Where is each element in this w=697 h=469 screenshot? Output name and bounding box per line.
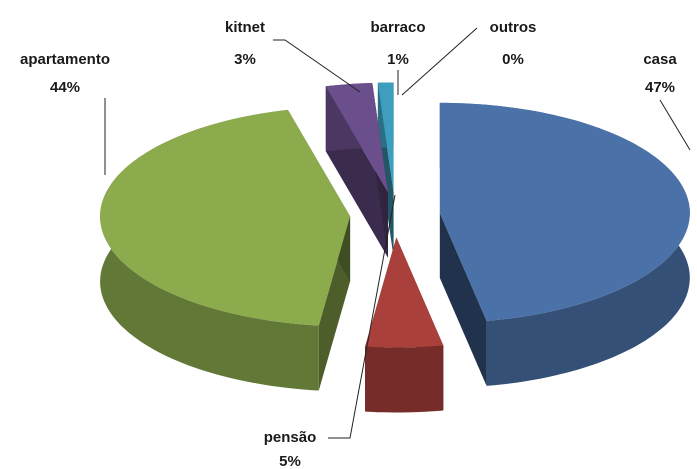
category-label: apartamento — [20, 51, 110, 68]
leader-line — [659, 99, 691, 151]
category-label: kitnet — [225, 19, 265, 36]
slice-top — [100, 109, 351, 326]
leader-line — [401, 27, 478, 96]
slice-top — [377, 82, 394, 193]
value-label: 47% — [645, 79, 675, 96]
leader-line — [273, 39, 361, 93]
slice — [100, 109, 351, 391]
slice-top — [439, 102, 690, 321]
slice — [365, 237, 444, 413]
category-label: casa — [643, 51, 677, 68]
value-label: 0% — [502, 51, 524, 68]
category-label: barraco — [370, 19, 425, 36]
leader-line — [328, 194, 396, 439]
value-label: 1% — [387, 51, 409, 68]
slice — [439, 102, 690, 386]
slice-wall — [365, 345, 444, 413]
slice — [377, 82, 394, 258]
value-label: 44% — [50, 79, 80, 96]
slice-top — [365, 237, 444, 348]
slice — [325, 83, 388, 258]
slice-side — [439, 212, 487, 386]
value-label: 3% — [234, 51, 256, 68]
slice-top — [325, 83, 388, 193]
category-label: pensão — [264, 429, 317, 446]
category-label: outros — [490, 19, 537, 36]
value-label: 5% — [279, 453, 301, 469]
